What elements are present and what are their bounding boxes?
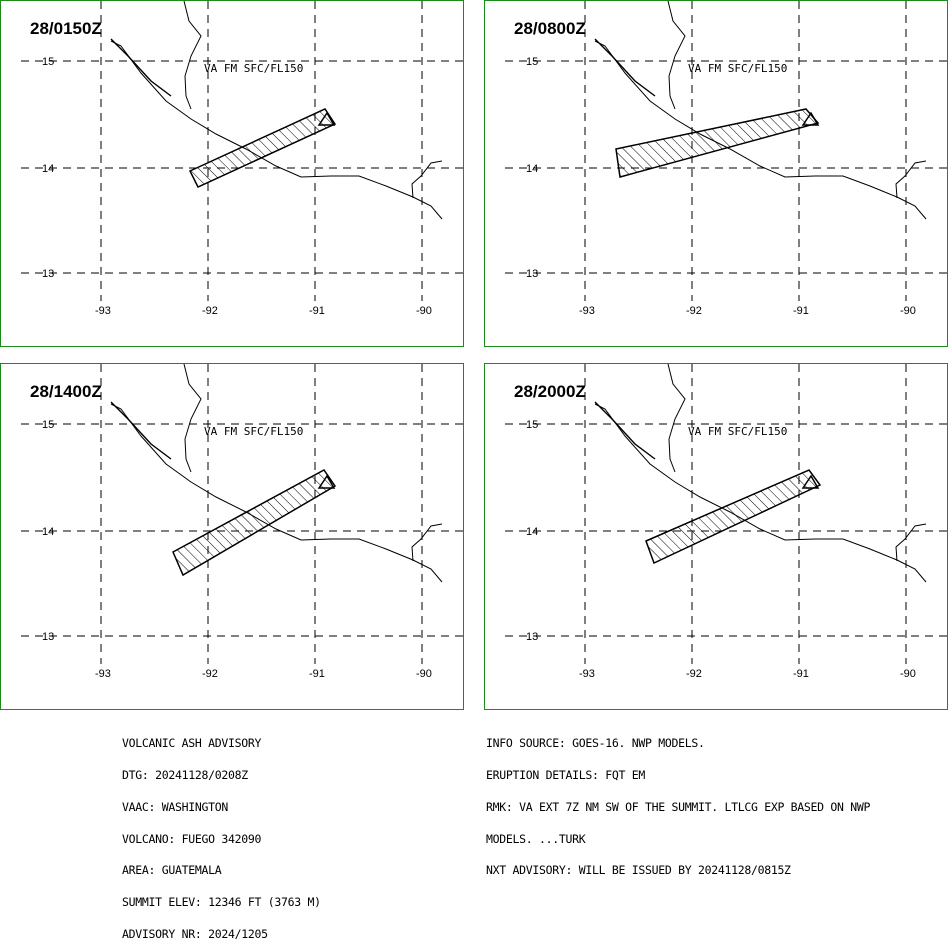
border-line	[183, 364, 202, 473]
advisory-line: NXT ADVISORY: WILL BE ISSUED BY 20241128…	[486, 863, 791, 878]
lat-tick-label: 14	[526, 163, 538, 175]
forecast-panel-0800z: -93 -92 -91 -90 15 14 13 28/0800Z VA FM SFC/FL…	[484, 0, 949, 347]
coastline	[594, 403, 927, 583]
lon-tick-label: -90	[416, 668, 432, 680]
ash-cloud-polygon	[172, 469, 337, 577]
lat-tick-label: 15	[42, 56, 54, 68]
lat-tick-label: 13	[42, 631, 54, 643]
coastline	[110, 40, 443, 220]
lon-tick-label: -90	[900, 305, 916, 317]
lat-tick-label: 14	[526, 526, 538, 538]
map-canvas: -93 -92 -91 -90 15 14 13	[21, 364, 465, 680]
panel-time: 28/1400Z	[30, 382, 102, 401]
altitude-label: VA FM SFC/FL150	[688, 425, 788, 438]
lat-tick-label: 15	[526, 56, 538, 68]
panel-time: 28/0800Z	[514, 19, 586, 38]
ash-cloud-polygon	[615, 108, 820, 178]
lat-tick-label: 15	[42, 419, 54, 431]
lat-tick-label: 13	[526, 268, 538, 280]
coastline	[594, 38, 656, 97]
panel-time: 28/2000Z	[514, 382, 586, 401]
lat-tick-label: 15	[526, 419, 538, 431]
forecast-panel-2000z: -93 -92 -91 -90 15 14 13 28/2000Z VA FM SFC/FL…	[484, 363, 949, 710]
advisory-line: ADVISORY NR: 2024/1205	[122, 926, 268, 941]
ash-cloud-polygon	[645, 469, 822, 565]
lon-tick-label: -92	[202, 305, 218, 317]
lon-tick-label: -91	[793, 305, 809, 317]
advisory-line: SUMMIT ELEV: 12346 FT (3763 M)	[122, 895, 321, 910]
volcano-icon	[801, 474, 820, 489]
lon-tick-label: -93	[95, 305, 111, 317]
advisory-line: AREA: GUATEMALA	[122, 863, 222, 878]
coastline	[594, 401, 656, 460]
coastline	[110, 403, 443, 583]
coastline	[110, 401, 172, 460]
advisory-line: DTG: 20241128/0208Z	[122, 767, 248, 782]
advisory-line: MODELS. ...TURK	[486, 831, 586, 846]
advisory-line: VAAC: WASHINGTON	[122, 799, 228, 814]
lon-tick-label: -90	[416, 305, 432, 317]
forecast-panel-0150z: -93 -92 -91 -90 15 14 13 28/0150Z VA FM SFC/FL…	[0, 0, 465, 347]
advisory-details-right: INFO SOURCE: GOES-16. NWP MODELS. ERUPTI…	[486, 717, 870, 887]
lon-tick-label: -91	[793, 668, 809, 680]
advisory-line: VOLCANO: FUEGO 342090	[122, 831, 262, 846]
lon-tick-label: -93	[95, 668, 111, 680]
lat-tick-label: 13	[526, 631, 538, 643]
border-line	[667, 1, 686, 110]
map-canvas: -93 -92 -91 -90 15 14 13	[505, 364, 949, 680]
altitude-label: VA FM SFC/FL150	[204, 425, 304, 438]
lon-tick-label: -92	[686, 668, 702, 680]
coastline	[594, 40, 927, 220]
advisory-line: RMK: VA EXT 7Z NM SW OF THE SUMMIT. LTLC…	[486, 799, 871, 814]
map-canvas: -93 -92 -91 -90 15 14 13	[21, 1, 465, 317]
border-line	[895, 160, 927, 199]
border-line	[667, 364, 686, 473]
coastline	[110, 38, 172, 97]
advisory-line: VOLCANIC ASH ADVISORY	[122, 736, 262, 751]
lon-tick-label: -90	[900, 668, 916, 680]
border-line	[411, 523, 443, 562]
panel-time: 28/0150Z	[30, 19, 102, 38]
lon-tick-label: -92	[686, 305, 702, 317]
advisory-line: ERUPTION DETAILS: FQT EM	[486, 767, 645, 782]
volcano-icon	[801, 111, 820, 126]
ash-cloud-polygon	[188, 108, 337, 188]
altitude-label: VA FM SFC/FL150	[204, 62, 304, 75]
lon-tick-label: -93	[579, 305, 595, 317]
advisory-header-left: VOLCANIC ASH ADVISORY DTG: 20241128/0208…	[122, 717, 321, 950]
lat-tick-label: 14	[42, 526, 54, 538]
lat-tick-label: 13	[42, 268, 54, 280]
altitude-label: VA FM SFC/FL150	[688, 62, 788, 75]
volcano-icon	[317, 474, 336, 489]
map-canvas: -93 -92 -91 -90 15 14 13	[505, 1, 949, 317]
lon-tick-label: -93	[579, 668, 595, 680]
lon-tick-label: -91	[309, 668, 325, 680]
lon-tick-label: -91	[309, 305, 325, 317]
border-line	[183, 1, 202, 110]
volcano-icon	[317, 111, 336, 126]
border-line	[411, 160, 443, 199]
lat-tick-label: 14	[42, 163, 54, 175]
border-line	[895, 523, 927, 562]
advisory-line: INFO SOURCE: GOES-16. NWP MODELS.	[486, 736, 705, 751]
forecast-panel-1400z: -93 -92 -91 -90 15 14 13 28/1400Z VA FM SFC/FL…	[0, 363, 465, 710]
lon-tick-label: -92	[202, 668, 218, 680]
